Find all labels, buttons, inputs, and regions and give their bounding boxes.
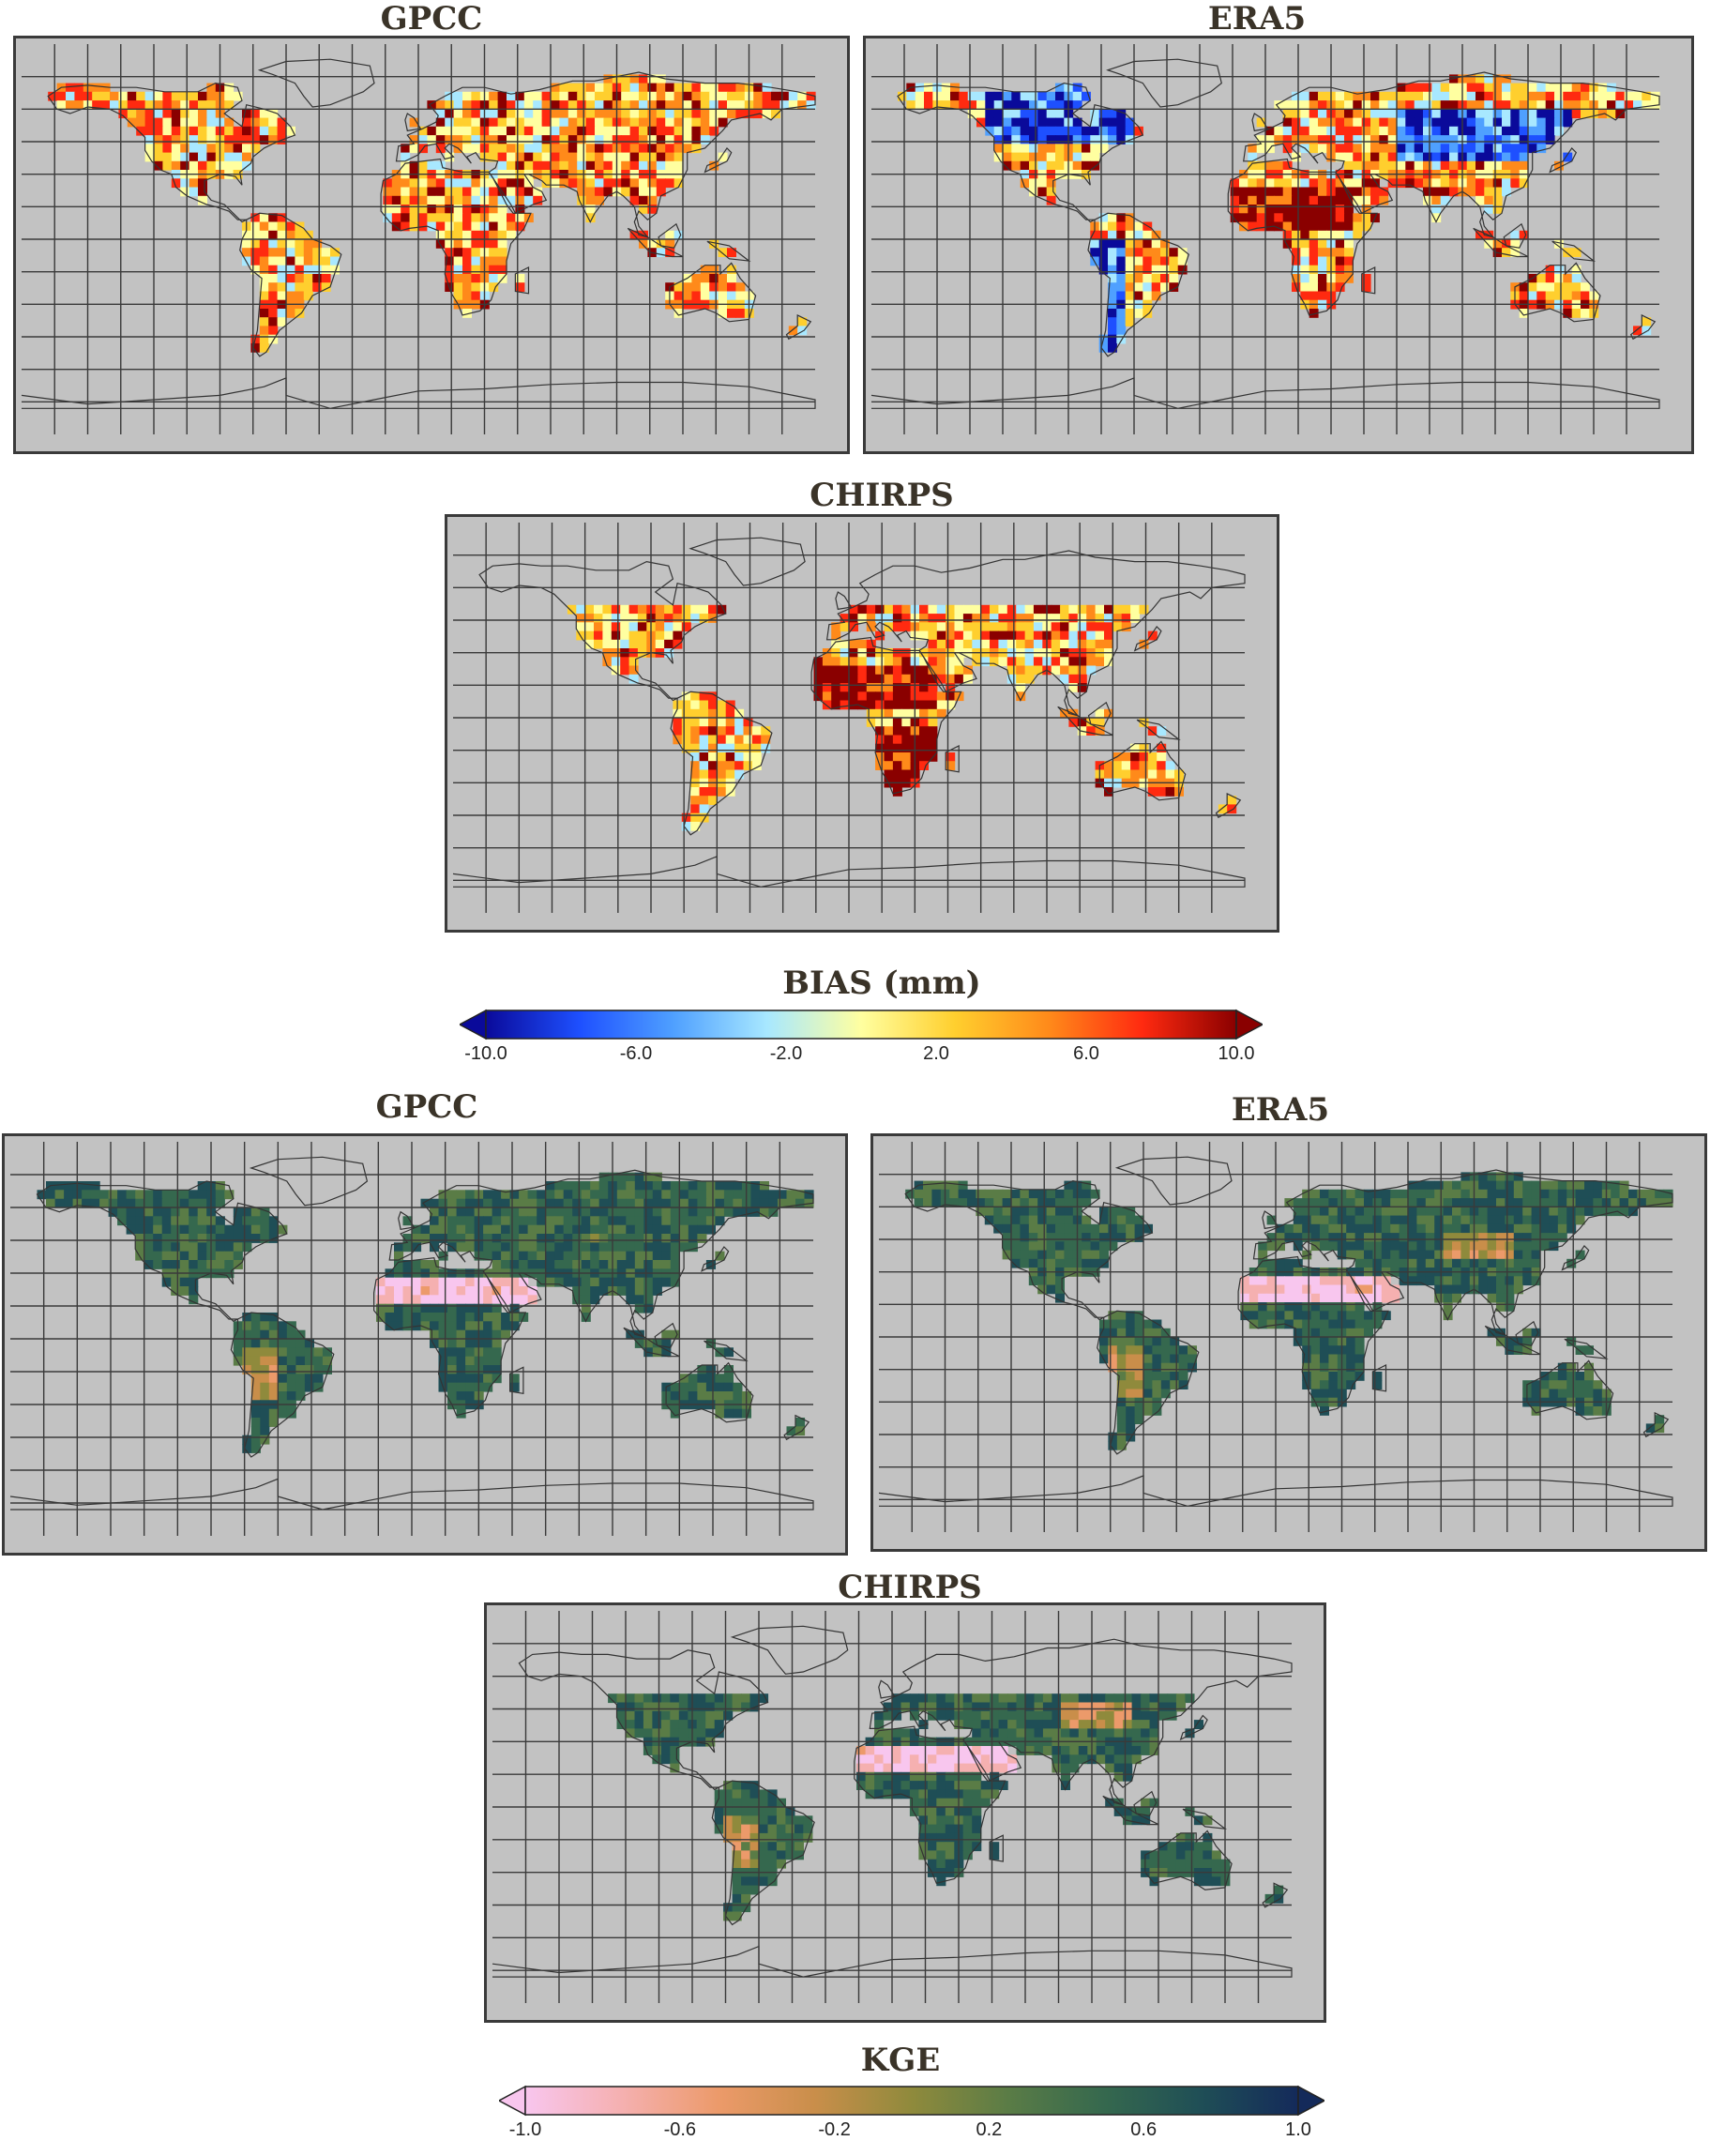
colorbar-tick-label: 0.6	[1130, 2119, 1158, 2140]
colorbar-tick-label: -0.6	[663, 2119, 697, 2140]
kge-era5-title: ERA5	[1231, 1091, 1330, 1129]
colorbar-tick-label: 6.0	[1073, 1043, 1099, 1064]
colorbar-tick-label: 2.0	[923, 1043, 949, 1064]
bias-colorbar-title: BIAS (mm)	[782, 964, 981, 1002]
colorbar-tick-label: -10.0	[464, 1043, 507, 1064]
colorbar-tick-label: -6.0	[619, 1043, 653, 1064]
bias-chirps-map	[445, 514, 1279, 933]
kge-chirps-title: CHIRPS	[838, 1569, 982, 1606]
bias-gpcc-title: GPCC	[380, 0, 483, 38]
bias-gpcc-map	[13, 36, 850, 454]
bias-era5-title: ERA5	[1207, 0, 1307, 38]
colorbar-tick-label: -2.0	[769, 1043, 803, 1064]
bias-chirps-title: CHIRPS	[810, 477, 954, 514]
colorbar-tick-label: -0.2	[818, 2119, 851, 2140]
kge-colorbar-title: KGE	[860, 2042, 941, 2079]
kge-era5-map	[870, 1133, 1707, 1552]
colorbar-tick-label: 0.2	[976, 2119, 1003, 2140]
colorbar-tick-label: 10.0	[1218, 1043, 1255, 1064]
bias-colorbar	[460, 1009, 1263, 1040]
bias-era5-map	[863, 36, 1694, 454]
kge-gpcc-map	[2, 1133, 848, 1556]
kge-colorbar	[499, 2085, 1324, 2117]
kge-chirps-map	[484, 1602, 1326, 2023]
colorbar-tick-label: -1.0	[508, 2119, 542, 2140]
colorbar-tick-label: 1.0	[1285, 2119, 1311, 2140]
kge-gpcc-title: GPCC	[375, 1088, 478, 1126]
